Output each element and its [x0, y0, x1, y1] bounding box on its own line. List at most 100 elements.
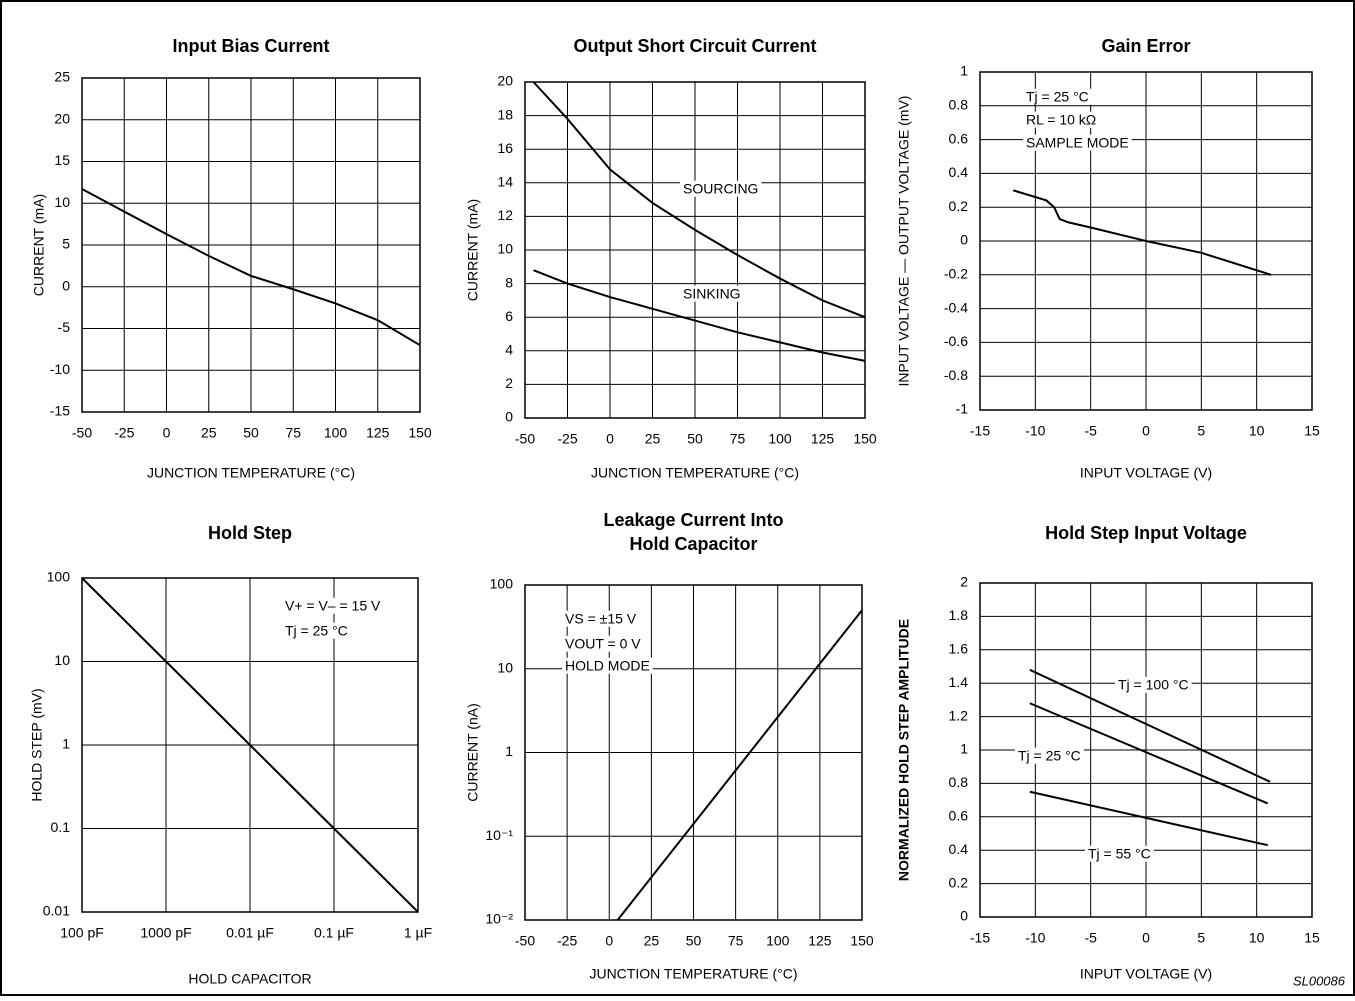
annotation: VS = ±15 V: [565, 611, 637, 627]
annotation: RL = 10 kΩ: [1026, 112, 1096, 128]
series-label: Tj = 100 °C: [1118, 677, 1189, 693]
x-tick-label: -10: [1025, 930, 1045, 946]
y-tick-label: 10⁻¹: [485, 827, 513, 843]
y-tick-label: 10⁻²: [485, 911, 513, 927]
x-tick-label: 15: [1304, 423, 1320, 439]
x-tick-label: 5: [1197, 423, 1205, 439]
label-background: [282, 622, 351, 639]
x-tick-label: 75: [730, 431, 746, 447]
x-tick-label: 0: [605, 933, 613, 949]
y-tick-label: 0.4: [949, 164, 969, 180]
x-tick-label: 1 µF: [404, 925, 432, 941]
plot-frame: [524, 584, 863, 921]
plot-frame: [979, 71, 1313, 411]
data-line: [1029, 668, 1271, 783]
label-background: [562, 610, 640, 627]
chart-title: Hold Step: [208, 523, 292, 543]
data-line: [533, 269, 866, 362]
x-tick-label: 10: [1249, 423, 1265, 439]
y-tick-label: 1: [62, 736, 70, 752]
label-background: [1115, 676, 1192, 693]
x-tick-label: 150: [853, 431, 877, 447]
label-background: [282, 597, 385, 614]
x-axis-label: JUNCTION TEMPERATURE (°C): [147, 465, 355, 481]
x-tick-label: 5: [1197, 930, 1205, 946]
y-tick-label: 20: [497, 73, 513, 89]
y-tick-label: 0.2: [949, 874, 969, 890]
y-tick-label: 18: [497, 106, 513, 122]
y-tick-label: 1.4: [949, 674, 969, 690]
x-tick-label: 100: [766, 933, 790, 949]
y-tick-label: 1: [505, 743, 513, 759]
x-tick-label: 75: [728, 933, 744, 949]
x-axis-label: HOLD CAPACITOR: [188, 971, 311, 987]
plot-frame: [81, 577, 419, 913]
x-tick-label: 0.01 µF: [226, 925, 274, 941]
series-label: SINKING: [683, 286, 741, 302]
y-tick-label: 0.4: [949, 841, 969, 857]
x-tick-label: -50: [515, 431, 535, 447]
data-line: [81, 188, 421, 347]
x-tick-label: 50: [243, 425, 259, 441]
label-background: [562, 657, 653, 674]
y-tick-label: -1: [956, 401, 969, 417]
x-tick-label: -15: [970, 930, 990, 946]
label-background: [1023, 88, 1092, 105]
label-background: [562, 635, 645, 652]
x-tick-label: 0: [606, 431, 614, 447]
y-tick-label: 0.2: [949, 198, 969, 214]
data-line: [1012, 189, 1272, 276]
y-tick-label: -0.6: [944, 333, 968, 349]
x-tick-label: 25: [645, 431, 661, 447]
data-line: [616, 609, 863, 921]
y-tick-label: 1: [960, 741, 968, 757]
x-axis-label: INPUT VOLTAGE (V): [1080, 465, 1212, 481]
y-tick-label: 16: [497, 140, 513, 156]
x-tick-label: 100: [324, 425, 348, 441]
x-tick-label: -50: [72, 425, 92, 441]
plot-frame: [979, 582, 1313, 918]
annotation: VOUT = 0 V: [565, 636, 641, 652]
y-tick-label: 15: [54, 152, 70, 168]
chart-title: Input Bias Current: [172, 36, 329, 56]
annotation: V+ = V– = 15 V: [285, 598, 381, 614]
y-tick-label: 100: [490, 576, 514, 592]
x-axis-label: JUNCTION TEMPERATURE (°C): [591, 465, 799, 481]
x-tick-label: 150: [408, 425, 432, 441]
annotation: HOLD MODE: [565, 658, 650, 674]
annotation: Tj = 25 °C: [1026, 89, 1089, 105]
x-tick-label: 50: [686, 933, 702, 949]
x-tick-label: 25: [201, 425, 217, 441]
y-tick-label: 20: [54, 110, 70, 126]
y-axis-label: CURRENT (mA): [31, 194, 47, 296]
y-tick-label: 0: [62, 277, 70, 293]
figure-code: SL00086: [1293, 973, 1346, 988]
plot-frame: [524, 81, 866, 419]
x-tick-label: 100: [768, 431, 792, 447]
data-line: [532, 81, 866, 319]
x-tick-label: -5: [1084, 930, 1097, 946]
label-background: [680, 285, 744, 302]
y-axis-label: INPUT VOLTAGE — OUTPUT VOLTAGE (mV): [896, 96, 912, 387]
chart-title: Hold Capacitor: [629, 534, 757, 554]
x-tick-label: 125: [811, 431, 835, 447]
y-tick-label: 1.6: [949, 641, 969, 657]
x-tick-label: 75: [285, 425, 301, 441]
annotation: Tj = 25 °C: [285, 623, 348, 639]
y-tick-label: 0: [960, 232, 968, 248]
y-tick-label: 10: [54, 652, 70, 668]
y-tick-label: -15: [50, 403, 70, 419]
x-tick-label: -5: [1084, 423, 1097, 439]
x-tick-label: 0: [1142, 423, 1150, 439]
y-tick-label: 4: [505, 342, 513, 358]
x-tick-label: -25: [557, 431, 577, 447]
y-tick-label: -0.8: [944, 367, 968, 383]
x-tick-label: -10: [1025, 423, 1045, 439]
y-tick-label: 10: [54, 194, 70, 210]
series-label: Tj = 55 °C: [1088, 846, 1151, 862]
x-tick-label: -25: [114, 425, 134, 441]
x-tick-label: 15: [1304, 930, 1320, 946]
y-tick-label: 0: [960, 908, 968, 924]
y-tick-label: 5: [62, 236, 70, 252]
